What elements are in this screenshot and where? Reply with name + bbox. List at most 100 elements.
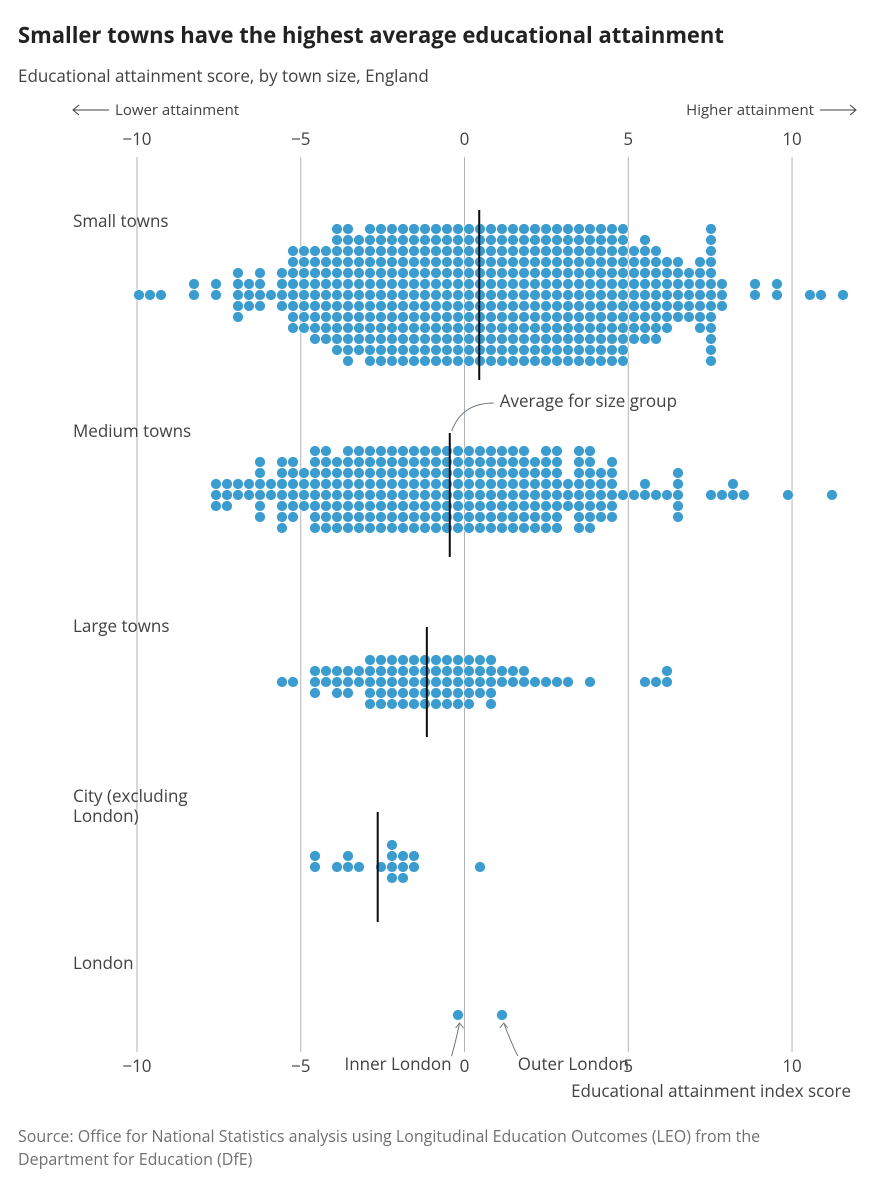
swarm-dot bbox=[453, 688, 464, 699]
swarm-dot bbox=[299, 501, 310, 512]
swarm-dot bbox=[508, 490, 519, 501]
swarm-dot bbox=[387, 862, 398, 873]
swarm-dot bbox=[332, 862, 343, 873]
swarm-dot bbox=[717, 279, 728, 290]
swarm-dot bbox=[629, 290, 640, 301]
swarm-dot bbox=[354, 323, 365, 334]
annotation-connector bbox=[452, 403, 494, 431]
swarm-dot bbox=[629, 268, 640, 279]
swarm-dot bbox=[530, 323, 541, 334]
swarm-dot bbox=[420, 457, 431, 468]
swarm-dot bbox=[409, 334, 420, 345]
swarm-dot bbox=[376, 290, 387, 301]
swarm-dot bbox=[596, 246, 607, 257]
swarm-dot bbox=[574, 501, 585, 512]
swarm-dot bbox=[299, 268, 310, 279]
swarm-dot bbox=[398, 257, 409, 268]
swarm-dot bbox=[618, 268, 629, 279]
swarm-dot bbox=[288, 677, 299, 688]
swarm-dot bbox=[332, 279, 343, 290]
swarm-dot bbox=[497, 334, 508, 345]
swarm-dot bbox=[321, 666, 332, 677]
swarm-dot bbox=[486, 301, 497, 312]
swarm-dot bbox=[563, 235, 574, 246]
swarm-dot bbox=[321, 468, 332, 479]
swarm-dot bbox=[497, 246, 508, 257]
swarm-dot bbox=[376, 677, 387, 688]
swarm-dot bbox=[387, 468, 398, 479]
swarm-dot bbox=[332, 257, 343, 268]
swarm-dot bbox=[497, 356, 508, 367]
swarm-dot bbox=[431, 523, 442, 534]
swarm-dot bbox=[486, 699, 497, 710]
swarm-dot bbox=[255, 512, 266, 523]
swarm-dot bbox=[464, 468, 475, 479]
swarm-dot bbox=[618, 356, 629, 367]
swarm-dot bbox=[486, 457, 497, 468]
swarm-dot bbox=[409, 356, 420, 367]
swarm-dot bbox=[343, 268, 354, 279]
swarm-dot bbox=[607, 334, 618, 345]
swarm-dot bbox=[530, 356, 541, 367]
swarm-dot bbox=[530, 312, 541, 323]
swarm-dot bbox=[706, 290, 717, 301]
swarm-dot bbox=[387, 323, 398, 334]
swarm-dot bbox=[497, 312, 508, 323]
swarm-dot bbox=[343, 224, 354, 235]
swarm-dot bbox=[640, 246, 651, 257]
swarm-dot bbox=[552, 290, 563, 301]
x-tick-top: 10 bbox=[782, 127, 801, 150]
swarm-dot bbox=[409, 301, 420, 312]
swarm-dot bbox=[420, 356, 431, 367]
swarm-dot bbox=[497, 457, 508, 468]
swarm-dot bbox=[376, 446, 387, 457]
swarm-dot bbox=[585, 501, 596, 512]
swarm-dot bbox=[453, 468, 464, 479]
swarm-dot bbox=[607, 512, 618, 523]
swarm-dot bbox=[431, 688, 442, 699]
swarm-dot bbox=[420, 490, 431, 501]
swarm-dot bbox=[387, 523, 398, 534]
swarm-dot bbox=[398, 301, 409, 312]
swarm-dot bbox=[640, 290, 651, 301]
swarm-dot bbox=[442, 301, 453, 312]
swarm-dot bbox=[508, 246, 519, 257]
swarm-dot bbox=[486, 512, 497, 523]
swarm-dot bbox=[398, 699, 409, 710]
swarm-dot bbox=[343, 512, 354, 523]
swarm-dot bbox=[486, 323, 497, 334]
chart-source: Source: Office for National Statistics a… bbox=[18, 1125, 838, 1171]
swarm-dot bbox=[552, 446, 563, 457]
swarm-dot bbox=[266, 290, 277, 301]
swarm-dot bbox=[508, 224, 519, 235]
swarm-dot bbox=[695, 323, 706, 334]
swarm-dot bbox=[497, 235, 508, 246]
swarm-dot bbox=[332, 490, 343, 501]
swarm-dot bbox=[321, 312, 332, 323]
swarm-dot bbox=[541, 290, 552, 301]
swarm-dot bbox=[442, 279, 453, 290]
swarm-dot bbox=[442, 468, 453, 479]
swarm-dot bbox=[486, 235, 497, 246]
swarm-dot bbox=[486, 677, 497, 688]
swarm-dot bbox=[574, 290, 585, 301]
swarm-dot bbox=[354, 501, 365, 512]
swarm-dot bbox=[277, 290, 288, 301]
swarm-dot bbox=[431, 457, 442, 468]
swarm-dot bbox=[398, 268, 409, 279]
swarm-dot bbox=[585, 290, 596, 301]
swarm-dot bbox=[354, 235, 365, 246]
swarm-dot bbox=[233, 279, 244, 290]
swarm-dot bbox=[387, 235, 398, 246]
swarm-dot bbox=[508, 677, 519, 688]
swarm-dot bbox=[354, 268, 365, 279]
swarm-dot bbox=[420, 301, 431, 312]
swarm-dot bbox=[684, 312, 695, 323]
swarm-dot bbox=[750, 279, 761, 290]
swarm-dot bbox=[431, 224, 442, 235]
swarm-dot bbox=[420, 279, 431, 290]
swarm-dot bbox=[354, 862, 365, 873]
swarm-dot bbox=[497, 279, 508, 290]
swarm-dot bbox=[585, 490, 596, 501]
swarm-dot bbox=[387, 334, 398, 345]
